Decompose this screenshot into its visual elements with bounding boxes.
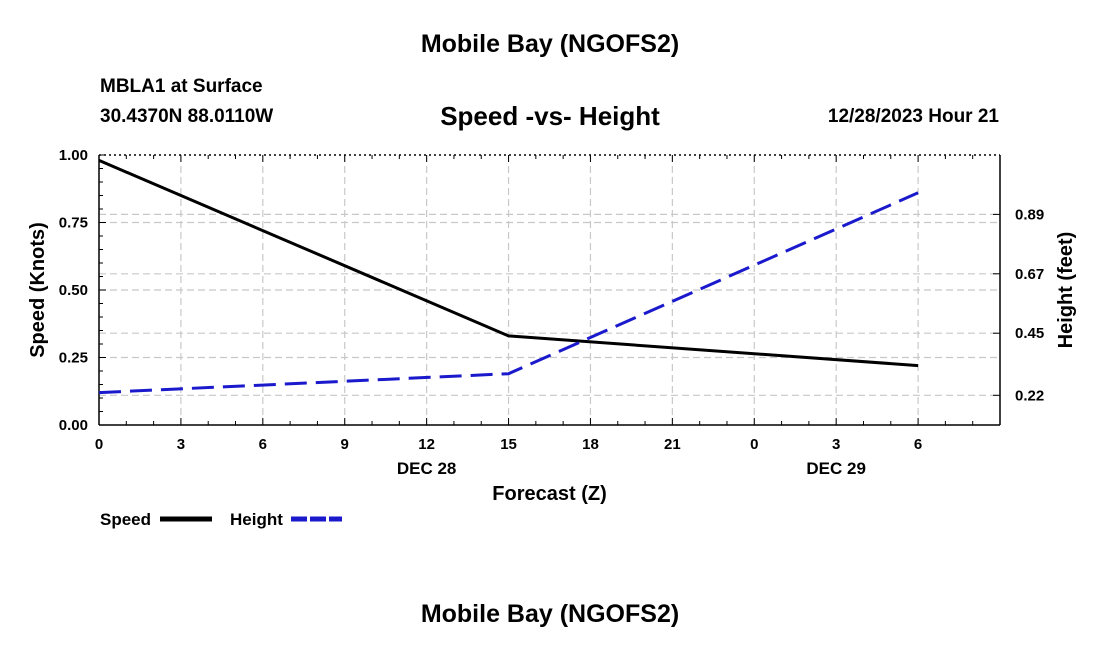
y-tick-label: 0.75 [59,215,88,232]
y-tick-label: 0.25 [59,350,88,367]
chart-title: Speed -vs- Height [440,101,660,131]
y-tick-label: 1.00 [59,147,88,164]
station-coords: 30.4370N 88.0110W [100,106,274,127]
y2-tick-label: 0.89 [1015,206,1044,223]
y2-tick-label: 0.22 [1015,387,1044,404]
series-line-speed [98,159,919,368]
x-tick-label: 15 [500,436,517,453]
x-axis-label: Forecast (Z) [492,483,606,505]
x-tick-label: 3 [177,436,185,453]
x-tick-label: 6 [259,436,267,453]
x-tick-label: 9 [341,436,349,453]
y-tick-label: 0.00 [59,417,88,434]
y2-tick-label: 0.45 [1015,325,1044,342]
forecast-date: 12/28/2023 Hour 21 [827,106,999,127]
legend-label-speed: Speed [100,510,151,529]
date-label: DEC 29 [806,459,866,478]
y2-axis-label: Height (feet) [1055,232,1077,349]
x-tick-label: 18 [582,436,599,453]
series-line-height [98,191,919,395]
x-tick-label: 0 [95,436,103,453]
speed-height-chart: 0 3 6 9 12 15 18 21 0 3 6 DEC 28 DEC 29 Forecast (Z) 0… [27,147,1077,529]
x-tick-label: 0 [750,436,758,453]
y2-tick-label: 0.67 [1015,266,1044,283]
legend-label-height: Height [230,510,283,529]
x-tick-label: 21 [664,436,681,453]
footer-title: Mobile Bay (NGOFS2) [420,600,680,628]
x-tick-label: 3 [832,436,840,453]
date-label: DEC 28 [397,459,457,478]
x-tick-label: 6 [914,436,922,453]
y-tick-label: 0.50 [59,282,88,299]
page-title: Mobile Bay (NGOFS2) [420,30,680,58]
x-tick-label: 12 [418,436,435,453]
station-label: MBLA1 at Surface [100,76,263,97]
y-axis-label: Speed (Knots) [27,222,49,358]
